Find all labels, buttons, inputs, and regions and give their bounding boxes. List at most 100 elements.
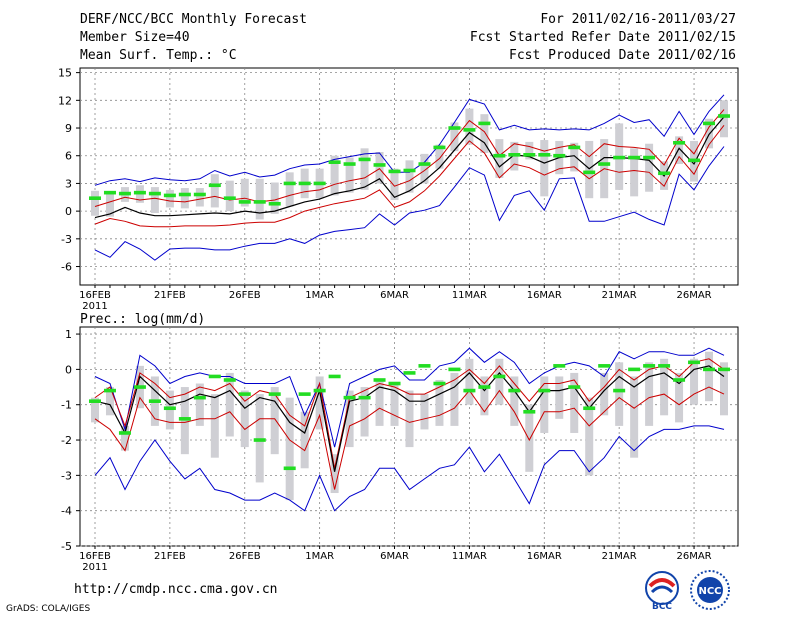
spread-box [375,379,384,426]
control-marker [508,388,521,393]
spread-box [645,362,654,426]
control-marker [313,388,326,393]
y-tick-label: 0 [65,205,72,218]
member-size-label: Member Size=40 [80,30,190,45]
chart-title: DERF/NCC/BCC Monthly Forecast [80,12,307,27]
spread-box [615,362,624,426]
control-marker [643,364,656,368]
spread-box [210,394,219,458]
control-marker [418,162,431,166]
bcc-logo-icon: BCC [645,571,679,612]
control-marker [223,196,236,200]
control-marker [448,367,461,372]
website-url[interactable]: http://cmdp.ncc.cma.gov.cn [74,582,278,597]
control-marker [148,399,161,403]
forecast-started-label: Fcst Started Refer Date 2011/02/15 [469,30,736,45]
spread-box [450,122,459,152]
y-tick-label: -5 [61,540,72,553]
control-marker [493,153,506,158]
control-marker [463,388,476,393]
spread-box [465,108,474,145]
control-marker [613,155,626,160]
lower-line [94,124,725,228]
control-marker [598,162,611,166]
control-marker [643,155,656,160]
x-tick-label: 26FEB [229,551,261,562]
control-marker [223,378,236,382]
control-marker [673,140,686,145]
spread-box [255,178,264,220]
control-marker [283,466,296,471]
control-marker [583,170,596,175]
control-marker [103,388,116,393]
spread-box [585,397,594,476]
spread-box [345,390,354,448]
spread-box [91,190,99,216]
spread-box [630,376,639,458]
spread-box [330,155,339,196]
spread-box [630,148,639,197]
control-marker [568,385,581,389]
spread-box [315,376,324,430]
spread-box [105,192,114,217]
spread-box [675,372,684,423]
control-marker [433,145,446,150]
spread-box [405,390,414,448]
forecast-period-label: For 2011/02/16-2011/03/27 [540,12,736,27]
control-marker [343,395,356,400]
spread-box [585,140,594,199]
spread-box [435,144,444,169]
x-tick-label: 16MAR [527,551,562,562]
control-marker [373,163,386,167]
spread-box [270,387,279,455]
spread-box [705,351,714,402]
control-marker [703,121,716,126]
x-tick-label: 6MAR [380,551,409,562]
y-tick-label: 6 [65,150,72,163]
y-tick-label: 15 [58,67,72,80]
control-marker [553,153,566,158]
spread-box [570,372,579,433]
x-tick-label: 11MAR [452,551,487,562]
spread-box [240,390,249,448]
x-tick-label: 21MAR [602,551,637,562]
spread-box [165,189,174,208]
spread-box [510,376,519,426]
control-marker [178,417,191,421]
control-marker [298,181,311,186]
x-tick-label: 26MAR [676,551,711,562]
control-marker [178,192,191,197]
y-tick-label: 9 [65,122,72,135]
max-line [94,94,725,186]
control-marker [598,364,611,368]
control-marker [628,155,641,160]
x-tick-label: 21FEB [154,290,186,301]
control-marker [478,385,491,389]
control-marker [253,438,266,442]
min-line [94,146,725,261]
control-marker [403,371,416,375]
lower-line [94,386,725,490]
spread-box [375,152,384,184]
temperature-panel: -6 -3 0 3 6 9 12 15 16FEB 21FEB 26FEB 1MAR 6MAR 11MAR… [58,67,739,312]
spread-box [495,139,504,178]
y-tick-label: -4 [61,505,72,518]
x-tick-label: 26FEB [229,290,261,301]
spread-box [675,136,684,165]
ncc-logo-text: NCC [698,586,721,597]
control-marker [133,385,146,389]
spread-box [195,188,204,207]
spread-box [105,387,114,416]
control-marker [118,431,131,435]
spread-box [240,178,249,207]
control-marker [343,162,356,166]
spread-box [645,143,654,192]
x-tick-label: 16MAR [527,290,562,301]
variable-label: Mean Surf. Temp.: °C [80,48,237,63]
precipitation-panel-title: Prec.: log(mm/d) [80,312,205,327]
spread-box [180,188,189,209]
max-line [94,347,725,448]
x-tick-label: 16FEB [79,290,111,301]
control-marker [673,378,686,382]
